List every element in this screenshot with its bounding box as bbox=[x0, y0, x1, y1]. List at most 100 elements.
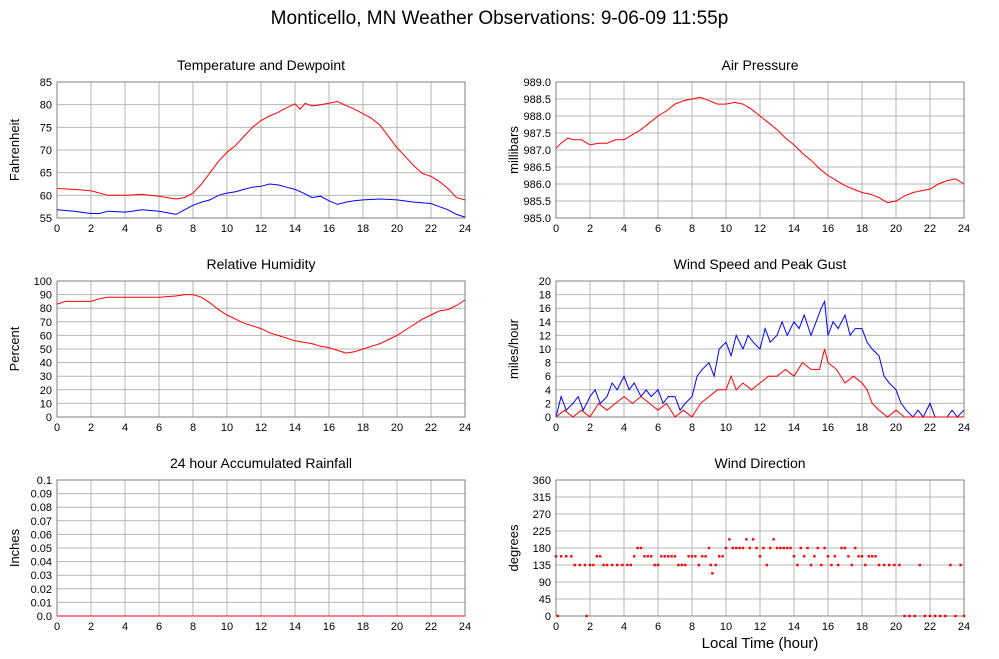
direction-point bbox=[680, 563, 683, 567]
x-tick-label: 24 bbox=[958, 223, 970, 235]
x-tick-label: 20 bbox=[890, 223, 902, 235]
y-tick-label: 6 bbox=[545, 371, 551, 383]
x-tick-label: 20 bbox=[391, 223, 403, 235]
y-tick-label: 0.04 bbox=[31, 557, 52, 569]
direction-point bbox=[748, 546, 751, 550]
y-tick-label: 45 bbox=[539, 594, 551, 606]
x-tick-label: 6 bbox=[156, 223, 162, 235]
direction-point bbox=[877, 563, 881, 567]
direction-point bbox=[806, 546, 809, 550]
chart-rain: 0 2 4 6 8 10 12 14 16 18 20 22 240.00.010.020.030.04… bbox=[7, 455, 471, 633]
x-tick-label: 14 bbox=[788, 223, 800, 235]
y-tick-label: 100 bbox=[34, 276, 52, 288]
chart-title: Wind Direction bbox=[714, 455, 805, 471]
chart-dir: 0 2 4 6 8 10 12 14 16 18 20 22 240459013518022527031… bbox=[506, 455, 970, 633]
direction-point bbox=[599, 555, 602, 558]
direction-point bbox=[684, 563, 687, 567]
direction-point bbox=[690, 555, 694, 558]
x-tick-label: 8 bbox=[689, 621, 695, 633]
chart-rh: 0 2 4 6 8 10 12 14 16 18 20 22 240102030405060708090… bbox=[7, 256, 471, 434]
direction-point bbox=[913, 614, 916, 618]
x-axis-label: Local Time (hour) bbox=[701, 635, 819, 652]
y-tick-label: 0.06 bbox=[31, 529, 52, 541]
direction-point bbox=[629, 563, 632, 567]
y-tick-label: 20 bbox=[539, 276, 551, 288]
x-tick-label: 24 bbox=[958, 621, 970, 633]
direction-point bbox=[769, 546, 772, 550]
x-tick-label: 2 bbox=[587, 223, 593, 235]
direction-point bbox=[923, 614, 927, 618]
direction-point bbox=[779, 546, 782, 550]
direction-point bbox=[755, 546, 758, 550]
direction-point bbox=[826, 555, 830, 558]
x-tick-label: 20 bbox=[890, 621, 902, 633]
direction-point bbox=[626, 563, 629, 567]
direction-point bbox=[646, 555, 649, 558]
direction-point bbox=[816, 546, 819, 550]
direction-point bbox=[823, 546, 826, 550]
x-tick-label: 22 bbox=[425, 422, 437, 434]
chart-title: 24 hour Accumulated Rainfall bbox=[170, 455, 352, 471]
direction-point bbox=[709, 563, 712, 567]
direction-point bbox=[799, 546, 802, 550]
x-tick-label: 6 bbox=[655, 422, 661, 434]
direction-point bbox=[636, 546, 639, 550]
direction-point bbox=[585, 614, 588, 618]
y-tick-label: 0 bbox=[46, 412, 52, 424]
y-tick-label: 0.05 bbox=[31, 543, 52, 555]
plot-frame bbox=[555, 479, 965, 617]
x-tick-label: 16 bbox=[323, 223, 335, 235]
y-tick-label: 90 bbox=[40, 290, 52, 302]
x-tick-label: 10 bbox=[720, 621, 732, 633]
direction-point bbox=[833, 555, 836, 558]
direction-point bbox=[908, 614, 911, 618]
y-tick-label: 80 bbox=[40, 303, 52, 315]
x-tick-label: 10 bbox=[221, 422, 233, 434]
y-axis-label: miles/hour bbox=[506, 318, 521, 379]
x-tick-label: 12 bbox=[255, 422, 267, 434]
direction-point bbox=[653, 563, 656, 567]
y-axis-label: Percent bbox=[7, 326, 22, 371]
direction-point bbox=[559, 555, 563, 558]
x-tick-label: 16 bbox=[822, 422, 834, 434]
x-tick-label: 2 bbox=[587, 422, 593, 434]
y-axis-label: Fahrenheit bbox=[7, 119, 22, 182]
y-tick-label: 0.03 bbox=[31, 570, 52, 582]
x-tick-label: 18 bbox=[357, 621, 369, 633]
direction-point bbox=[724, 546, 728, 550]
y-tick-label: 360 bbox=[533, 475, 551, 487]
x-tick-label: 4 bbox=[122, 422, 128, 434]
x-tick-label: 18 bbox=[856, 223, 868, 235]
x-tick-label: 12 bbox=[255, 223, 267, 235]
x-tick-label: 2 bbox=[587, 621, 593, 633]
y-tick-label: 60 bbox=[40, 190, 52, 202]
x-tick-label: 22 bbox=[425, 621, 437, 633]
y-tick-label: 40 bbox=[40, 358, 52, 370]
x-tick-label: 14 bbox=[289, 223, 301, 235]
y-tick-label: 10 bbox=[40, 398, 52, 410]
series-line-0 bbox=[555, 299, 965, 418]
direction-point bbox=[860, 555, 864, 558]
x-tick-label: 20 bbox=[890, 422, 902, 434]
direction-point bbox=[854, 546, 857, 550]
x-tick-label: 16 bbox=[822, 621, 834, 633]
x-tick-label: 10 bbox=[720, 422, 732, 434]
x-tick-label: 16 bbox=[323, 422, 335, 434]
x-tick-label: 6 bbox=[156, 621, 162, 633]
direction-point bbox=[867, 555, 870, 558]
x-tick-label: 22 bbox=[924, 621, 936, 633]
x-tick-label: 8 bbox=[190, 223, 196, 235]
direction-point bbox=[570, 555, 573, 558]
y-tick-label: 0 bbox=[545, 412, 551, 424]
y-tick-label: 988.0 bbox=[523, 111, 551, 123]
y-tick-label: 135 bbox=[533, 560, 551, 572]
direction-point bbox=[775, 546, 779, 550]
x-tick-label: 18 bbox=[357, 223, 369, 235]
x-tick-label: 12 bbox=[754, 223, 766, 235]
direction-point bbox=[735, 546, 738, 550]
direction-point bbox=[874, 555, 877, 558]
direction-point bbox=[944, 614, 947, 618]
y-tick-label: 985.0 bbox=[523, 213, 551, 225]
direction-point bbox=[745, 538, 748, 541]
x-tick-label: 24 bbox=[459, 422, 471, 434]
